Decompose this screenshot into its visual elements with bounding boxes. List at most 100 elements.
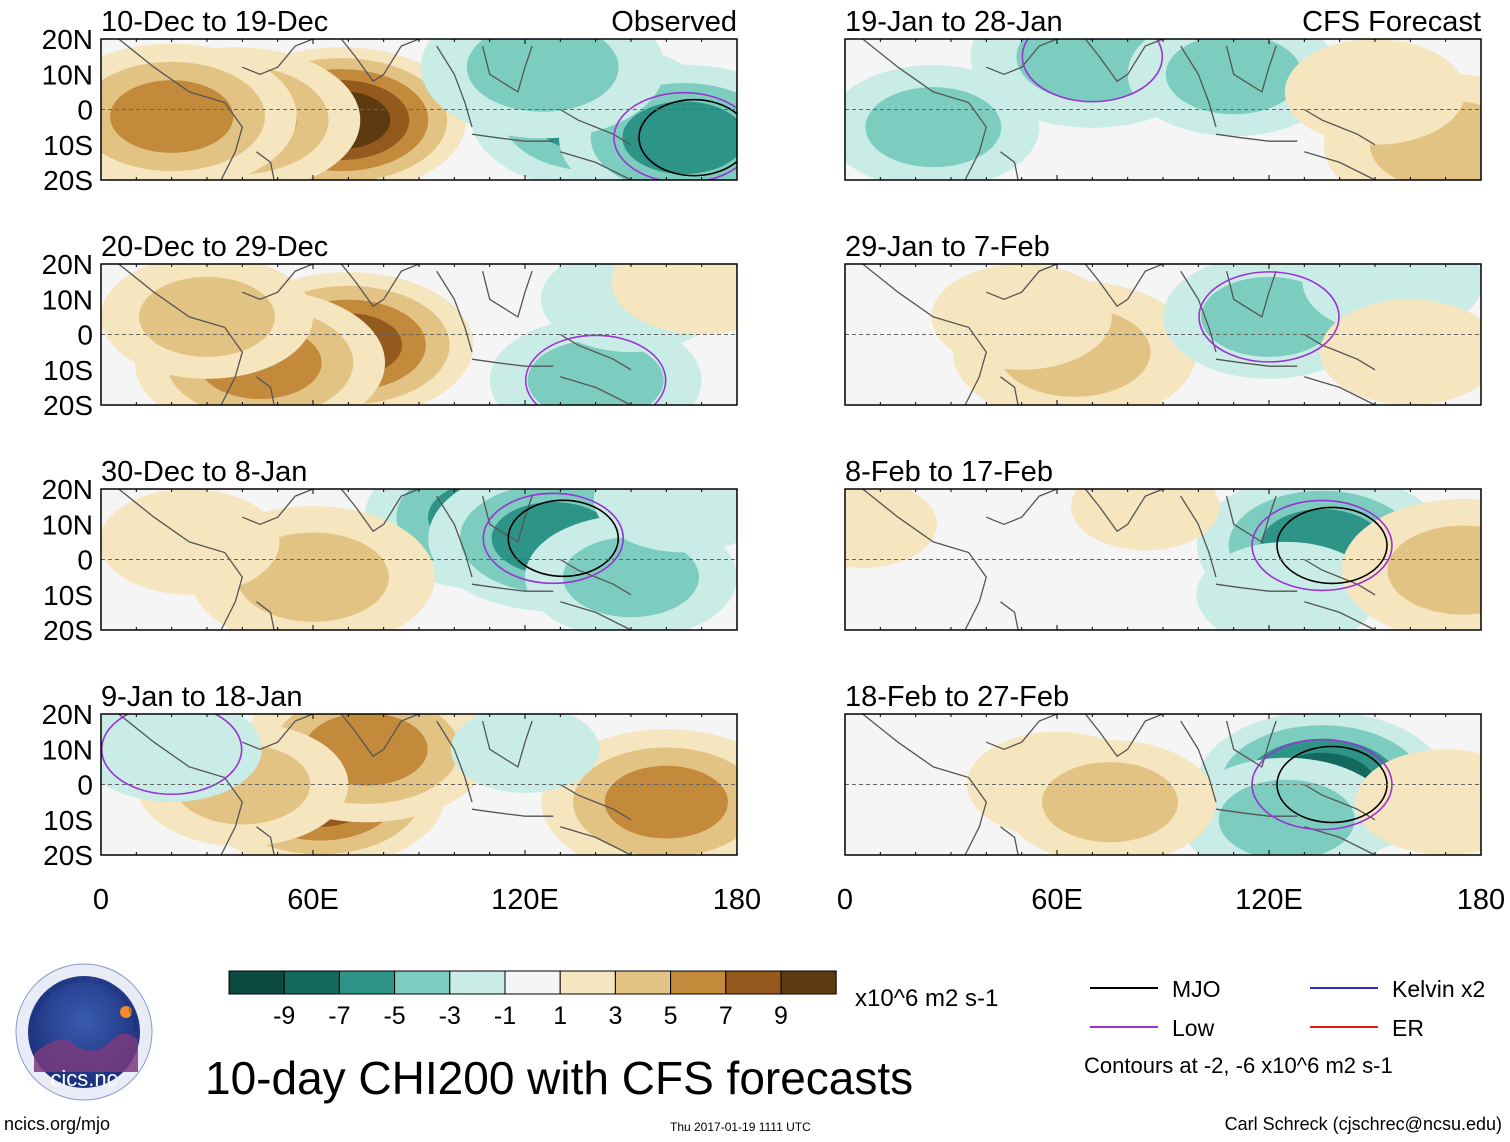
colorbar-label: 3	[608, 1002, 622, 1030]
coastline	[118, 264, 244, 405]
coastline	[1303, 108, 1376, 146]
colorbar-label: 7	[719, 1002, 733, 1030]
coastline	[436, 270, 473, 353]
low-contour	[613, 91, 737, 180]
coastline	[1180, 270, 1217, 353]
coastline	[986, 39, 1058, 76]
anomaly-contour-fill	[1196, 541, 1377, 630]
mjo-contour	[507, 499, 620, 578]
legend-label: Low	[1172, 1015, 1215, 1041]
footer-timestamp: Thu 2017-01-19 1111 UTC	[670, 1120, 811, 1134]
x-tick-label: 120E	[1235, 884, 1303, 916]
anomaly-contour-fill	[1284, 39, 1466, 145]
coastline	[1304, 601, 1376, 630]
anomaly-contour-fill	[527, 340, 664, 405]
y-tick-label: 20N	[42, 249, 93, 280]
legend-item: Kelvin x2	[1310, 976, 1485, 1002]
coastline	[340, 264, 420, 308]
anomaly-contour-fill	[466, 39, 619, 112]
footer-url[interactable]: ncics.org/mjo	[4, 1114, 111, 1134]
x-tick-label: 0	[837, 884, 853, 916]
anomaly-contour-fill	[563, 537, 699, 618]
contour-note: Contours at -2, -6 x10^6 m2 s-1	[1084, 1053, 1393, 1078]
coastline	[986, 714, 1058, 751]
colorbar-label: 5	[664, 1002, 678, 1030]
coastline	[1180, 720, 1217, 803]
coastline	[471, 808, 554, 817]
coastline	[471, 133, 554, 142]
colorbar-swatch	[780, 970, 837, 995]
anomaly-contour-fill	[1071, 489, 1220, 551]
y-tick-label: 10S	[43, 130, 93, 161]
coastline	[481, 270, 533, 318]
coastline	[118, 39, 244, 180]
coastline	[862, 264, 988, 405]
colorbar-label: -1	[494, 1002, 516, 1030]
coastline	[1000, 601, 1019, 630]
coastline	[862, 489, 988, 630]
y-tick-label: 10N	[42, 734, 93, 765]
coastline	[436, 495, 473, 578]
coastline	[256, 151, 275, 180]
coastline	[118, 489, 244, 630]
colorbar-swatch	[228, 970, 285, 995]
y-tick-label: 0	[77, 545, 93, 576]
anomaly-contour-fill	[1042, 762, 1178, 843]
colorbar-swatch	[670, 970, 727, 995]
y-tick-label: 10N	[42, 284, 93, 315]
low-contour	[524, 334, 667, 405]
coastline	[256, 601, 275, 630]
coastline	[481, 720, 533, 768]
coastline	[1215, 583, 1298, 592]
colorbar-swatch	[338, 970, 396, 995]
low-contour	[1251, 499, 1393, 592]
coastline	[1303, 333, 1376, 371]
low-contour	[1198, 271, 1340, 363]
anomaly-contour-fill	[1320, 299, 1481, 405]
figure-title: 10-day CHI200 with CFS forecasts	[205, 1052, 914, 1104]
coastline	[1084, 714, 1164, 758]
mjo-contour	[1276, 506, 1388, 585]
legend-item: MJO	[1090, 976, 1221, 1002]
map-panel	[101, 489, 737, 630]
anomaly-contour-fill	[139, 276, 275, 357]
coastline	[242, 489, 314, 526]
legend-label: ER	[1392, 1015, 1424, 1041]
coastline	[560, 151, 632, 180]
x-tick-label: 60E	[1031, 884, 1083, 916]
map-panel	[101, 264, 737, 405]
coastline	[471, 583, 554, 592]
anomaly-contour-fill	[1218, 779, 1355, 855]
anomaly-contour-fill	[593, 489, 737, 553]
mjo-contour	[638, 98, 737, 177]
coastline	[1225, 495, 1277, 543]
coastline	[1000, 376, 1019, 405]
low-contour	[1021, 39, 1164, 103]
anomaly-contour-fill	[450, 714, 600, 793]
panel-period-label: 19-Jan to 28-Jan	[845, 6, 1063, 38]
coastline	[1304, 151, 1376, 180]
y-tick-label: 20N	[42, 699, 93, 730]
y-tick-label: 20S	[43, 840, 93, 871]
panel-period-label: 18-Feb to 27-Feb	[845, 681, 1069, 713]
coastline	[471, 358, 554, 367]
legend-label: Kelvin x2	[1392, 976, 1485, 1002]
coastline	[1304, 376, 1376, 405]
observed-header: Observed	[611, 6, 737, 38]
anomaly-contour-fill	[865, 87, 1002, 168]
coastline	[1180, 495, 1217, 578]
cicsnc-logo[interactable]: Cooperative Institute for Climate and Sa…	[14, 962, 154, 1102]
x-tick-label: 180	[713, 884, 761, 916]
coastline	[340, 714, 420, 758]
colorbar-units: x10^6 m2 s-1	[855, 985, 999, 1012]
coastline	[340, 39, 420, 83]
coastline	[559, 783, 632, 821]
y-tick-label: 20S	[43, 390, 93, 421]
coastline	[256, 826, 275, 855]
legend-label: MJO	[1172, 976, 1221, 1002]
y-tick-label: 10S	[43, 355, 93, 386]
colorbar-swatch	[283, 970, 340, 995]
coastline	[986, 489, 1058, 526]
panel-period-label: 20-Dec to 29-Dec	[101, 231, 328, 263]
anomaly-contour-fill	[611, 264, 737, 335]
